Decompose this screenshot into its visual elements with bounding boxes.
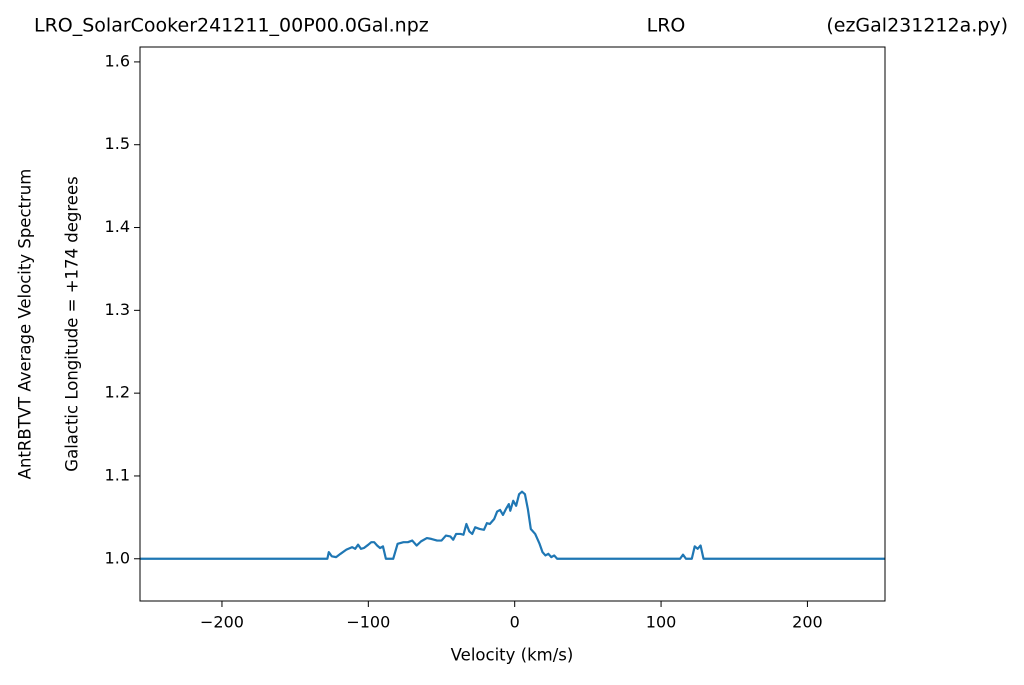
data-line [140,490,885,560]
y-tick-label: 1.5 [105,134,130,153]
x-tick-label: −100 [346,613,390,632]
x-tick-label: 0 [510,613,520,632]
chart-title-left: LRO_SolarCooker241211_00P00.0Gal.npz [34,15,429,37]
y-tick-label: 1.4 [105,217,130,236]
x-axis-label: Velocity (km/s) [451,646,574,665]
chart-title-right: (ezGal231212a.py) [826,15,1008,37]
x-tick-label: 100 [646,613,677,632]
y-axis-label: AntRBTVT Average Velocity Spectrum [16,169,35,480]
y-tick-label: 1.0 [105,548,130,567]
y-tick-label: 1.3 [105,300,130,319]
x-tick-label: −200 [200,613,244,632]
y-tick-label: 1.2 [105,383,130,402]
chart-title-center: LRO [647,15,686,37]
y-tick-label: 1.1 [105,465,130,484]
y-axis-label: Galactic Longitude = +174 degrees [63,176,82,471]
y-tick-label: 1.6 [105,51,130,70]
plot-frame [139,46,886,602]
x-tick-label: 200 [792,613,823,632]
